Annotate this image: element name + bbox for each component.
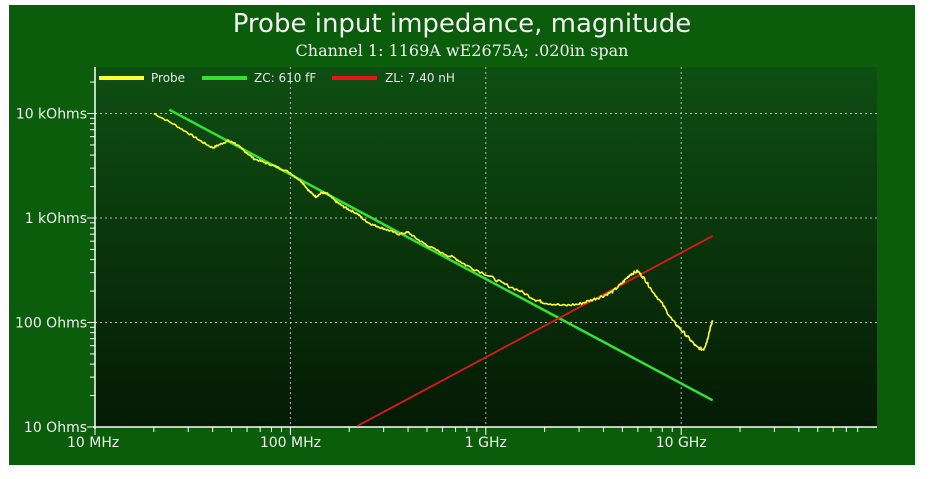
chart-frame: Probe input impedance, magnitude Channel… (9, 5, 915, 465)
series-line-zc (168, 108, 714, 402)
chart-subtitle: Channel 1: 1169A wE2675A; .020in span (295, 41, 629, 60)
x-tick-label: 100 MHz (260, 435, 321, 451)
chart-title: Probe input impedance, magnitude (232, 9, 692, 39)
series-line-zl (356, 235, 714, 427)
y-tick-label: 10 kOhms (16, 107, 87, 123)
x-tick-label: 10 GHz (656, 435, 707, 451)
legend-label: ZL: 7.40 nH (385, 71, 455, 85)
series-group (153, 108, 714, 427)
y-tick-label: 100 Ohms (15, 316, 87, 332)
y-tick-label: 1 kOhms (25, 211, 87, 227)
y-tick-label: 10 Ohms (24, 420, 87, 436)
legend-label: ZC: 610 fF (254, 71, 316, 85)
x-tick-label: 1 GHz (465, 435, 507, 451)
series-line-probe (153, 112, 714, 351)
legend-label: Probe (151, 71, 185, 85)
x-tick-label: 10 MHz (67, 435, 119, 451)
chart-svg: 10 MHz 100 MHz 1 GHz 10 GHz 10 Ohms 100 Ohms 1… (15, 67, 877, 451)
